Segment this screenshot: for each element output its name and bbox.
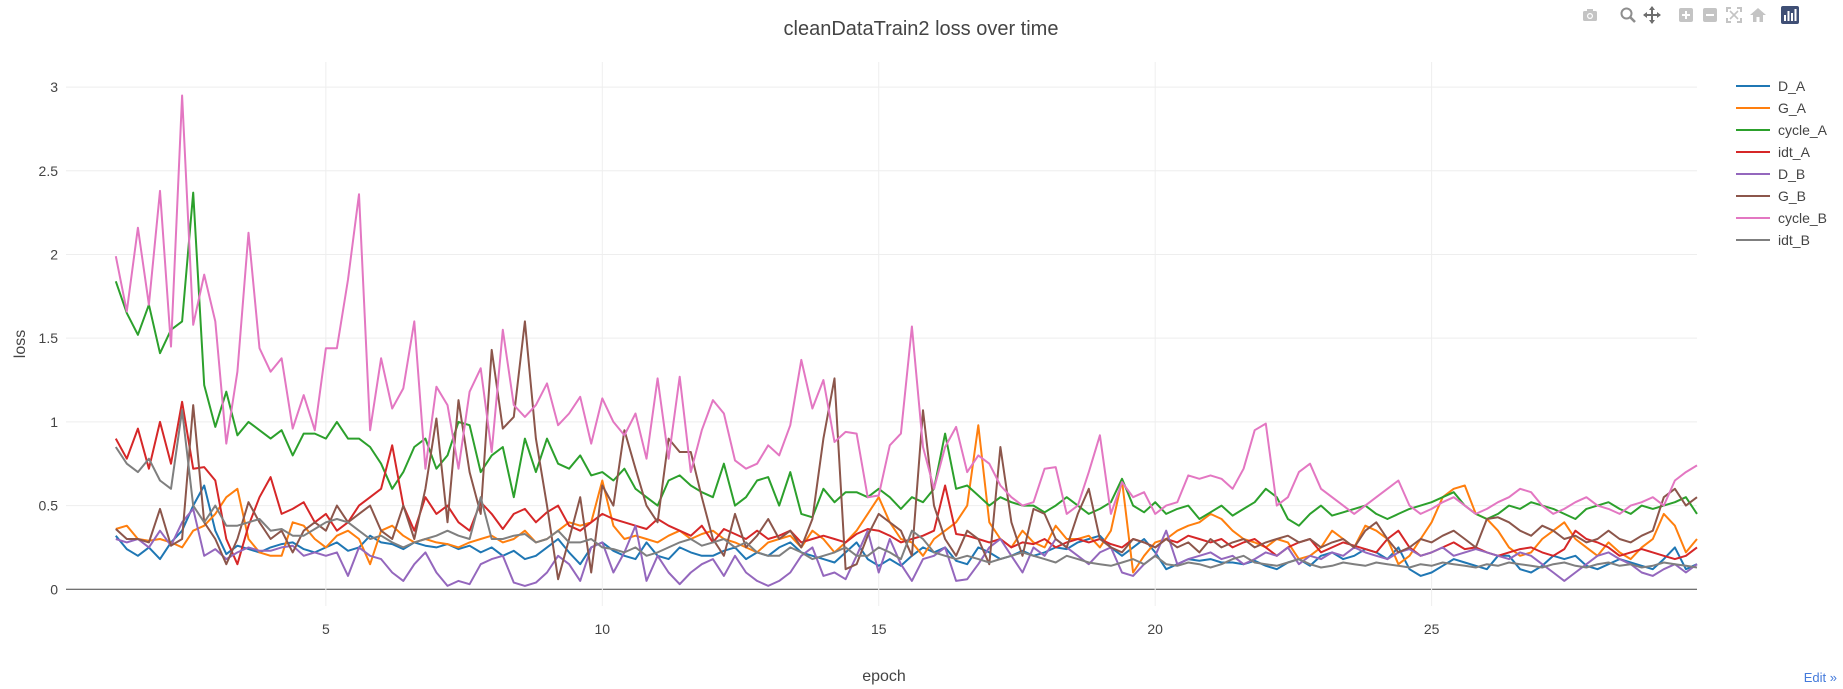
pan-icon[interactable]	[1643, 6, 1661, 24]
plotly-logo-icon[interactable]	[1781, 6, 1799, 24]
legend-item-idt-b[interactable]: idt_B	[1736, 232, 1810, 248]
legend-item-cycle-a[interactable]: cycle_A	[1736, 122, 1828, 138]
autoscale-icon[interactable]	[1725, 6, 1743, 24]
legend-label: D_B	[1778, 166, 1805, 182]
legend-label: cycle_B	[1778, 210, 1827, 226]
legend-label: idt_A	[1778, 144, 1811, 160]
x-tick-label: 20	[1147, 621, 1163, 637]
zoom-icon[interactable]	[1619, 6, 1637, 24]
zoom-out-icon[interactable]	[1701, 6, 1719, 24]
y-tick-label: 0.5	[39, 498, 59, 514]
series-line-d-a[interactable]	[115, 484, 1698, 577]
chart-title: cleanDataTrain2 loss over time	[784, 18, 1059, 40]
y-tick-label: 2.5	[39, 163, 59, 179]
y-tick-label: 3	[50, 79, 58, 95]
y-axis-title: loss	[12, 330, 29, 358]
y-tick-label: 0	[50, 581, 58, 597]
series-line-cycle-a[interactable]	[114, 191, 1698, 527]
x-tick-label: 15	[871, 621, 887, 637]
x-tick-label: 25	[1424, 621, 1440, 637]
y-tick-label: 1	[50, 414, 58, 430]
legend-label: D_A	[1778, 78, 1806, 94]
legend-item-d-a[interactable]: D_A	[1736, 78, 1806, 94]
series-line-idt-b[interactable]	[114, 409, 1698, 569]
modebar	[1581, 2, 1841, 26]
camera-icon[interactable]	[1581, 6, 1599, 24]
legend-label: cycle_A	[1778, 122, 1828, 138]
axes: 0 0.5 1 1.5 2 2.5 3 5 10 15 20 25	[39, 79, 1440, 637]
legend-item-d-b[interactable]: D_B	[1736, 166, 1805, 182]
legend-item-cycle-b[interactable]: cycle_B	[1736, 210, 1827, 226]
legend-item-g-a[interactable]: G_A	[1736, 100, 1807, 116]
zoom-in-icon[interactable]	[1677, 6, 1695, 24]
legend-item-idt-a[interactable]: idt_A	[1736, 144, 1811, 160]
home-icon[interactable]	[1749, 6, 1767, 24]
edit-chart-link[interactable]: Edit »	[1803, 670, 1837, 685]
x-tick-label: 10	[595, 621, 611, 637]
series-line-d-b[interactable]	[115, 507, 1698, 587]
legend-label: G_B	[1778, 188, 1806, 204]
legend-label: G_A	[1778, 100, 1807, 116]
y-tick-label: 2	[50, 246, 58, 262]
legend[interactable]: D_A G_A cycle_A idt_A D_B G_B cycle_B idt_B	[1736, 78, 1828, 248]
series-line-cycle-b[interactable]	[114, 94, 1698, 515]
legend-item-g-b[interactable]: G_B	[1736, 188, 1806, 204]
legend-label: idt_B	[1778, 232, 1810, 248]
x-tick-label: 5	[322, 621, 330, 637]
x-axis-title: epoch	[862, 668, 906, 685]
y-tick-label: 1.5	[39, 330, 59, 346]
series-lines[interactable]	[114, 94, 1698, 587]
